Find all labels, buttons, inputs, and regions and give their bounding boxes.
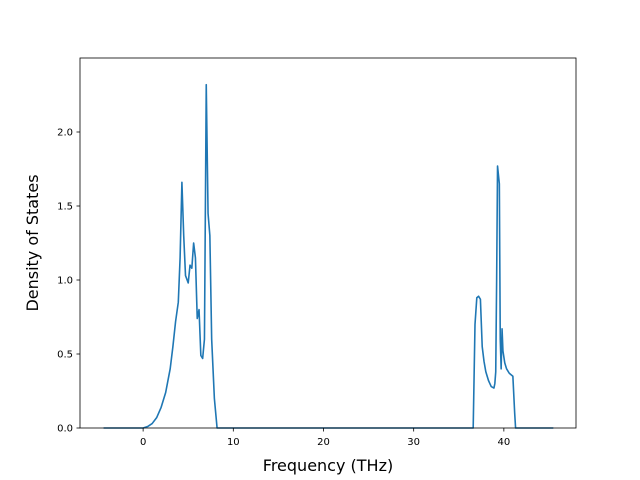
x-tick-label: 40	[497, 437, 510, 448]
y-tick-label: 0.5	[57, 350, 73, 361]
x-tick-label: 10	[227, 437, 240, 448]
x-tick-label: 0	[140, 437, 146, 448]
y-tick-label: 1.0	[57, 276, 73, 287]
axes-frame	[79, 57, 577, 429]
x-tick-label: 30	[407, 437, 420, 448]
y-tick-label: 0.0	[57, 424, 73, 435]
y-axis-ticks: 0.0 0.5 1.0 1.5 2.0	[57, 128, 80, 435]
y-tick-label: 1.5	[57, 202, 73, 213]
x-axis-label: Frequency (THz)	[263, 456, 393, 475]
x-axis-ticks: 0 10 20 30 40	[140, 428, 510, 448]
dos-series-line	[103, 83, 554, 429]
y-tick-label: 2.0	[57, 128, 73, 139]
y-axis-label: Density of States	[23, 174, 42, 311]
x-tick-label: 20	[317, 437, 330, 448]
